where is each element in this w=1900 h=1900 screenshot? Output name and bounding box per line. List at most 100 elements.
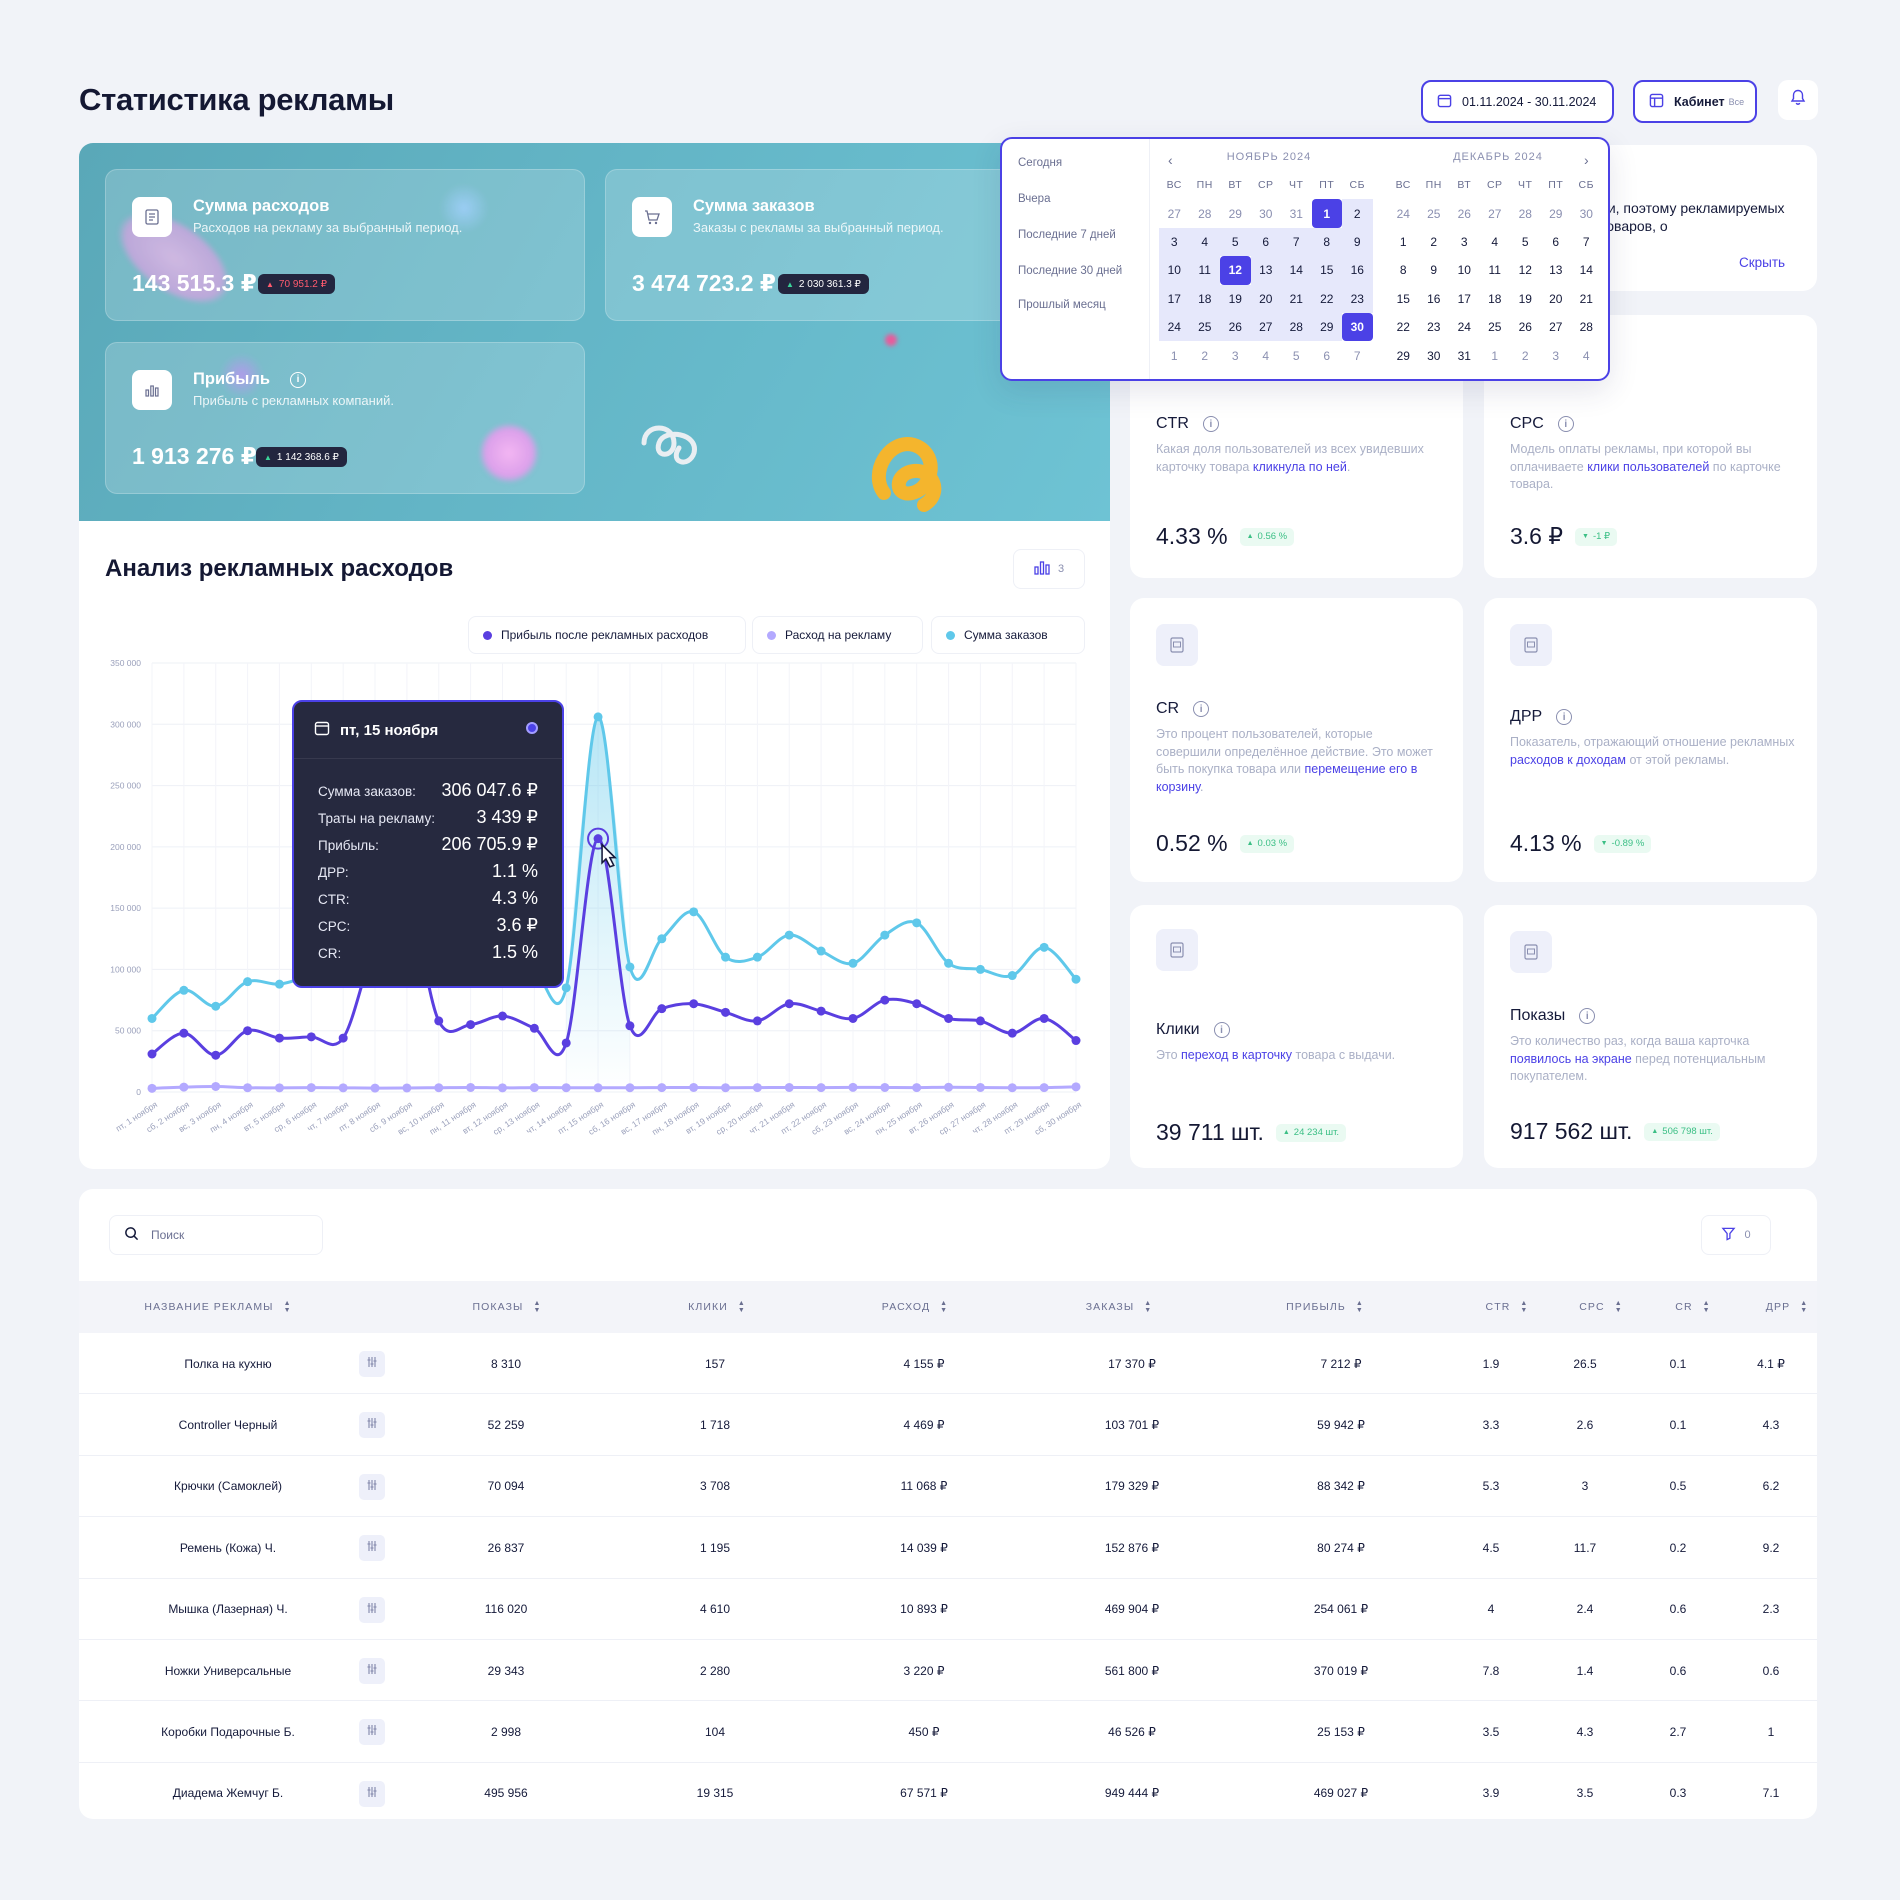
calendar-day[interactable]: 6 bbox=[1250, 227, 1281, 257]
legend-orders[interactable]: Сумма заказов bbox=[931, 616, 1085, 654]
legend-spend[interactable]: Расход на рекламу bbox=[752, 616, 923, 654]
calendar-day[interactable]: 8 bbox=[1399, 263, 1407, 278]
calendar-day[interactable]: 20 bbox=[1549, 291, 1563, 306]
calendar-day[interactable]: 4 bbox=[1582, 348, 1590, 363]
table-row[interactable]: Диадема Жемчуг Б. 495 956 19 315 67 571 ₽ 94… bbox=[79, 1763, 1817, 1819]
calendar-day[interactable]: 26 bbox=[1220, 312, 1251, 342]
info-icon[interactable]: i bbox=[1556, 709, 1573, 725]
calendar-day[interactable]: 10 bbox=[1159, 256, 1190, 285]
calendar-day[interactable]: 2 bbox=[1201, 348, 1209, 363]
column-header[interactable]: CPC ▲ ▼ bbox=[1579, 1300, 1623, 1314]
row-settings-button[interactable] bbox=[359, 1780, 385, 1807]
row-settings-button[interactable] bbox=[359, 1658, 385, 1684]
column-header[interactable]: CTR ▲ ▼ bbox=[1485, 1300, 1529, 1314]
chart-type-button[interactable]: 3 bbox=[1013, 549, 1085, 589]
calendar-day[interactable]: 9 bbox=[1430, 263, 1438, 278]
search-input[interactable]: Поиск bbox=[109, 1215, 323, 1255]
row-settings-button[interactable] bbox=[359, 1473, 385, 1500]
calendar-day[interactable]: 13 bbox=[1250, 256, 1281, 285]
calendar-day[interactable]: 7 bbox=[1281, 227, 1312, 257]
calendar-day[interactable]: 18 bbox=[1189, 284, 1220, 313]
calendar-day[interactable]: 3 bbox=[1159, 227, 1190, 257]
calendar-day[interactable]: 25 bbox=[1488, 320, 1502, 335]
calendar-day[interactable]: 23 bbox=[1427, 320, 1441, 335]
calendar-day[interactable]: 27 bbox=[1250, 312, 1281, 342]
preset-option[interactable]: Вчера bbox=[1018, 193, 1051, 205]
chevron-left-icon[interactable]: ‹ bbox=[1168, 152, 1173, 168]
calendar-day[interactable]: 6 bbox=[1323, 348, 1331, 363]
calendar-day[interactable]: 18 bbox=[1488, 291, 1502, 306]
legend-profit[interactable]: Прибыль после рекламных расходов bbox=[468, 616, 746, 654]
calendar-day[interactable]: 26 bbox=[1457, 206, 1471, 221]
table-row[interactable]: Ножки Универсальные 29 343 2 280 3 220 ₽ 561… bbox=[79, 1640, 1817, 1702]
calendar-day[interactable]: 19 bbox=[1220, 284, 1251, 313]
calendar-day[interactable]: 27 bbox=[1488, 206, 1502, 221]
calendar-day[interactable]: 11 bbox=[1189, 256, 1220, 285]
table-row[interactable]: Крючки (Самоклей) 70 094 3 708 11 068 ₽ 179 … bbox=[79, 1456, 1817, 1518]
line-chart[interactable]: 0 50 000 100 000 150 000 200 000 250 000 300 0… bbox=[79, 521, 1110, 1169]
calendar-day[interactable]: 25 bbox=[1427, 206, 1441, 221]
row-settings-button[interactable] bbox=[359, 1351, 385, 1377]
filter-button[interactable]: 0 bbox=[1701, 1215, 1771, 1255]
calendar-day[interactable]: 27 bbox=[1549, 320, 1563, 335]
calendar-day[interactable]: 4 bbox=[1262, 348, 1270, 363]
calendar-day[interactable]: 6 bbox=[1552, 234, 1560, 249]
calendar-day[interactable]: 29 bbox=[1311, 312, 1342, 342]
calendar-day[interactable]: 9 bbox=[1342, 227, 1373, 257]
calendar-day[interactable]: 13 bbox=[1549, 263, 1563, 278]
column-header[interactable]: КЛИКИ ▲ ▼ bbox=[688, 1300, 746, 1314]
column-header[interactable]: ПОКАЗЫ ▲ ▼ bbox=[472, 1300, 542, 1314]
calendar-day[interactable]: 30 bbox=[1427, 348, 1441, 363]
calendar-day[interactable]: 30 bbox=[1579, 206, 1593, 221]
calendar-day[interactable]: 3 bbox=[1460, 234, 1468, 249]
calendar-day[interactable]: 10 bbox=[1457, 263, 1471, 278]
calendar-day[interactable]: 14 bbox=[1281, 256, 1312, 285]
calendar-day[interactable]: 24 bbox=[1159, 312, 1190, 342]
calendar-day[interactable]: 5 bbox=[1521, 234, 1529, 249]
calendar-day[interactable]: 1 bbox=[1399, 234, 1407, 249]
calendar-day[interactable]: 25 bbox=[1189, 312, 1220, 342]
calendar-day[interactable]: 11 bbox=[1488, 263, 1501, 278]
column-header[interactable]: ДРР ▲ ▼ bbox=[1765, 1300, 1809, 1314]
column-header[interactable]: ПРИБЫЛЬ ▲ ▼ bbox=[1286, 1300, 1364, 1314]
preset-option[interactable]: Прошлый месяц bbox=[1018, 299, 1106, 311]
calendar-day[interactable]: 2 bbox=[1430, 234, 1438, 249]
calendar-day[interactable]: 26 bbox=[1518, 320, 1532, 335]
calendar-day[interactable]: 23 bbox=[1342, 284, 1373, 313]
info-icon[interactable]: i bbox=[1579, 1008, 1596, 1024]
calendar-day[interactable]: 20 bbox=[1250, 284, 1281, 313]
preset-option[interactable]: Сегодня bbox=[1018, 157, 1063, 169]
preset-option[interactable]: Последние 7 дней bbox=[1018, 229, 1116, 241]
table-row[interactable]: Ремень (Кожа) Ч. 26 837 1 195 14 039 ₽ 152 8… bbox=[79, 1517, 1817, 1579]
calendar-day[interactable]: 12 bbox=[1518, 263, 1532, 278]
calendar-day[interactable]: 19 bbox=[1518, 291, 1532, 306]
info-icon[interactable]: i bbox=[1202, 416, 1219, 432]
date-range-button[interactable]: 01.11.2024 - 30.11.2024 bbox=[1421, 80, 1614, 123]
calendar-day[interactable]: 14 bbox=[1579, 263, 1593, 278]
calendar-day[interactable]: 2 bbox=[1521, 348, 1529, 363]
calendar-day[interactable]: 1 bbox=[1170, 348, 1178, 363]
notifications-button[interactable] bbox=[1778, 80, 1818, 120]
calendar-day[interactable]: 4 bbox=[1189, 227, 1220, 257]
calendar-day[interactable]: 31 bbox=[1289, 206, 1303, 221]
calendar-day[interactable]: 21 bbox=[1579, 291, 1593, 306]
table-row[interactable]: Мышка (Лазерная) Ч. 116 020 4 610 10 893 ₽ 4… bbox=[79, 1579, 1817, 1640]
calendar-day[interactable]: 22 bbox=[1396, 320, 1410, 335]
calendar-day[interactable]: 12 bbox=[1220, 256, 1251, 285]
column-header[interactable]: CR ▲ ▼ bbox=[1675, 1300, 1711, 1314]
calendar-day[interactable]: 17 bbox=[1159, 284, 1190, 313]
info-icon[interactable]: i bbox=[1193, 701, 1210, 717]
column-header[interactable]: ЗАКАЗЫ ▲ ▼ bbox=[1085, 1300, 1153, 1314]
row-settings-button[interactable] bbox=[359, 1412, 385, 1439]
calendar-day[interactable]: 29 bbox=[1396, 348, 1410, 363]
row-settings-button[interactable] bbox=[359, 1596, 385, 1623]
calendar-day[interactable]: 31 bbox=[1457, 348, 1471, 363]
calendar-day[interactable]: 24 bbox=[1457, 320, 1471, 335]
table-row[interactable]: Controller Черный 52 259 1 718 4 469 ₽ 103 7… bbox=[79, 1394, 1817, 1456]
calendar-day[interactable]: 2 bbox=[1342, 199, 1373, 228]
calendar-day[interactable]: 15 bbox=[1396, 291, 1410, 306]
calendar-day[interactable]: 8 bbox=[1311, 227, 1342, 257]
row-settings-button[interactable] bbox=[359, 1719, 385, 1746]
calendar-day[interactable]: 30 bbox=[1342, 312, 1373, 342]
calendar-day[interactable]: 4 bbox=[1491, 234, 1499, 249]
